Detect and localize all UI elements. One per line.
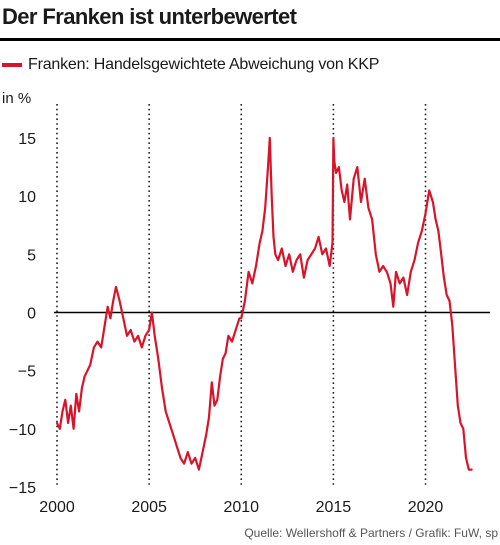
series-line [55,136,473,471]
y-tick-label: 10 [18,189,36,206]
y-tick-label: −5 [18,364,36,381]
y-tick-label: 5 [27,247,36,264]
x-tick-label: 2020 [408,499,444,516]
y-tick-label: 15 [18,131,36,148]
x-tick-label: 2015 [316,499,352,516]
title-rule [0,38,500,41]
y-axis-unit: in % [2,90,32,107]
x-tick-label: 2000 [39,499,75,516]
y-tick-label: −15 [9,480,36,497]
chart-title: Der Franken ist unterbewertet [2,4,297,29]
source-note: Quelle: Wellershoff & Partners / Grafik:… [244,526,498,540]
legend-swatch [2,63,22,67]
x-tick-label: 2010 [223,499,259,516]
y-tick-label: −10 [9,422,36,439]
x-tick-label: 2005 [131,499,167,516]
y-tick-label: 0 [27,306,36,323]
legend-label: Franken: Handelsgewichtete Abweichung vo… [28,56,380,73]
